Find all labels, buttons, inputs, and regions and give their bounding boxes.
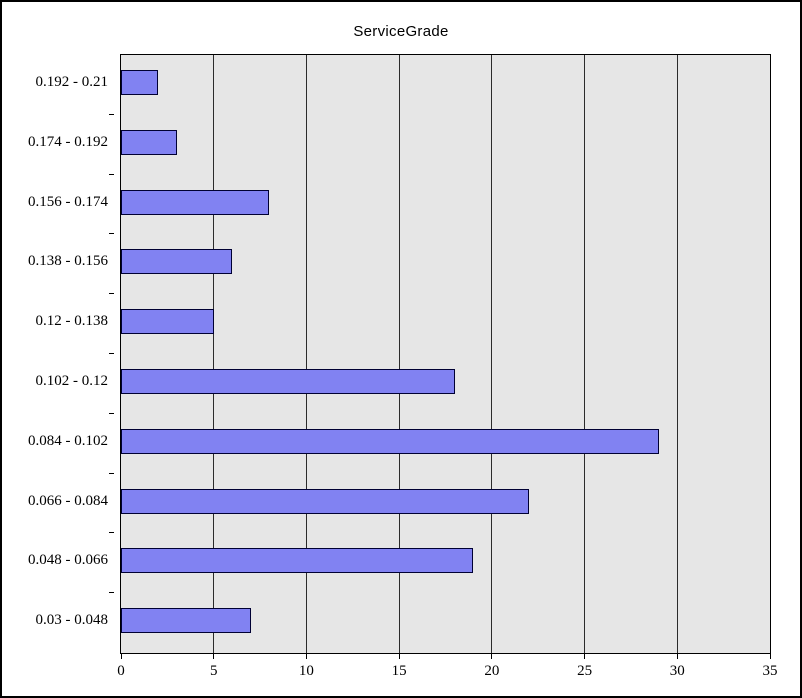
bar	[121, 189, 270, 215]
bar	[121, 428, 659, 454]
x-axis-tick	[769, 654, 771, 659]
bar	[121, 249, 233, 275]
plot-area	[120, 54, 771, 654]
gridline	[491, 55, 493, 653]
bar	[121, 309, 214, 335]
x-axis-label: 5	[209, 663, 218, 679]
x-axis-label: 20	[484, 663, 500, 679]
x-axis-labels: 0 5 10 15 20 25 30 35	[117, 654, 778, 694]
x-axis-tick	[676, 654, 678, 659]
x-axis-tick	[120, 654, 122, 659]
x-axis-tick	[305, 654, 307, 659]
gridline	[676, 55, 678, 653]
y-axis-tick	[109, 233, 114, 235]
x-axis-tick	[584, 654, 586, 659]
gridline	[398, 55, 400, 653]
y-axis-label: 0.192 - 0.21	[35, 74, 109, 90]
y-axis-label: 0.138 - 0.156	[28, 253, 108, 270]
bar	[121, 608, 251, 634]
x-axis-label: 15	[391, 663, 407, 679]
x-axis-label: 10	[298, 663, 314, 679]
x-axis-tick	[213, 654, 215, 659]
bar	[121, 129, 177, 155]
x-axis-tick	[491, 654, 493, 659]
bar	[121, 70, 159, 95]
y-axis-tick	[109, 293, 114, 295]
x-axis-label: 25	[577, 663, 593, 679]
y-axis-label: 0.156 - 0.174	[28, 193, 108, 210]
y-axis-label: 0.084 - 0.102	[28, 432, 108, 449]
y-axis-tick	[109, 412, 114, 414]
y-axis-label: 0.03 - 0.048	[35, 612, 109, 629]
y-axis-label: 0.174 - 0.192	[28, 133, 108, 150]
y-axis-tick	[109, 113, 114, 115]
bar	[121, 369, 455, 394]
y-axis-tick	[109, 173, 114, 175]
y-axis-label: 0.12 - 0.138	[35, 313, 109, 330]
x-axis-tick	[398, 654, 400, 659]
bar	[121, 488, 529, 514]
y-axis-tick	[109, 472, 114, 474]
gridline	[584, 55, 586, 653]
y-axis-tick	[109, 353, 114, 354]
bar	[121, 548, 474, 574]
gridline	[213, 55, 215, 653]
x-axis-label: 0	[117, 663, 125, 679]
y-axis-label: 0.102 - 0.12	[35, 373, 109, 389]
y-axis-label: 0.066 - 0.084	[28, 492, 108, 509]
y-axis-label: 0.048 - 0.066	[28, 552, 108, 569]
y-axis-tick	[109, 532, 114, 534]
x-axis-label: 35	[762, 663, 778, 679]
y-axis-tick	[109, 592, 114, 594]
x-axis-label: 30	[669, 663, 685, 679]
chart-title: ServiceGrade	[353, 23, 449, 40]
gridline	[305, 55, 307, 653]
y-axis-labels: 0.192 - 0.21 0.174 - 0.192 0.156 - 0.174 0.…	[2, 54, 114, 654]
